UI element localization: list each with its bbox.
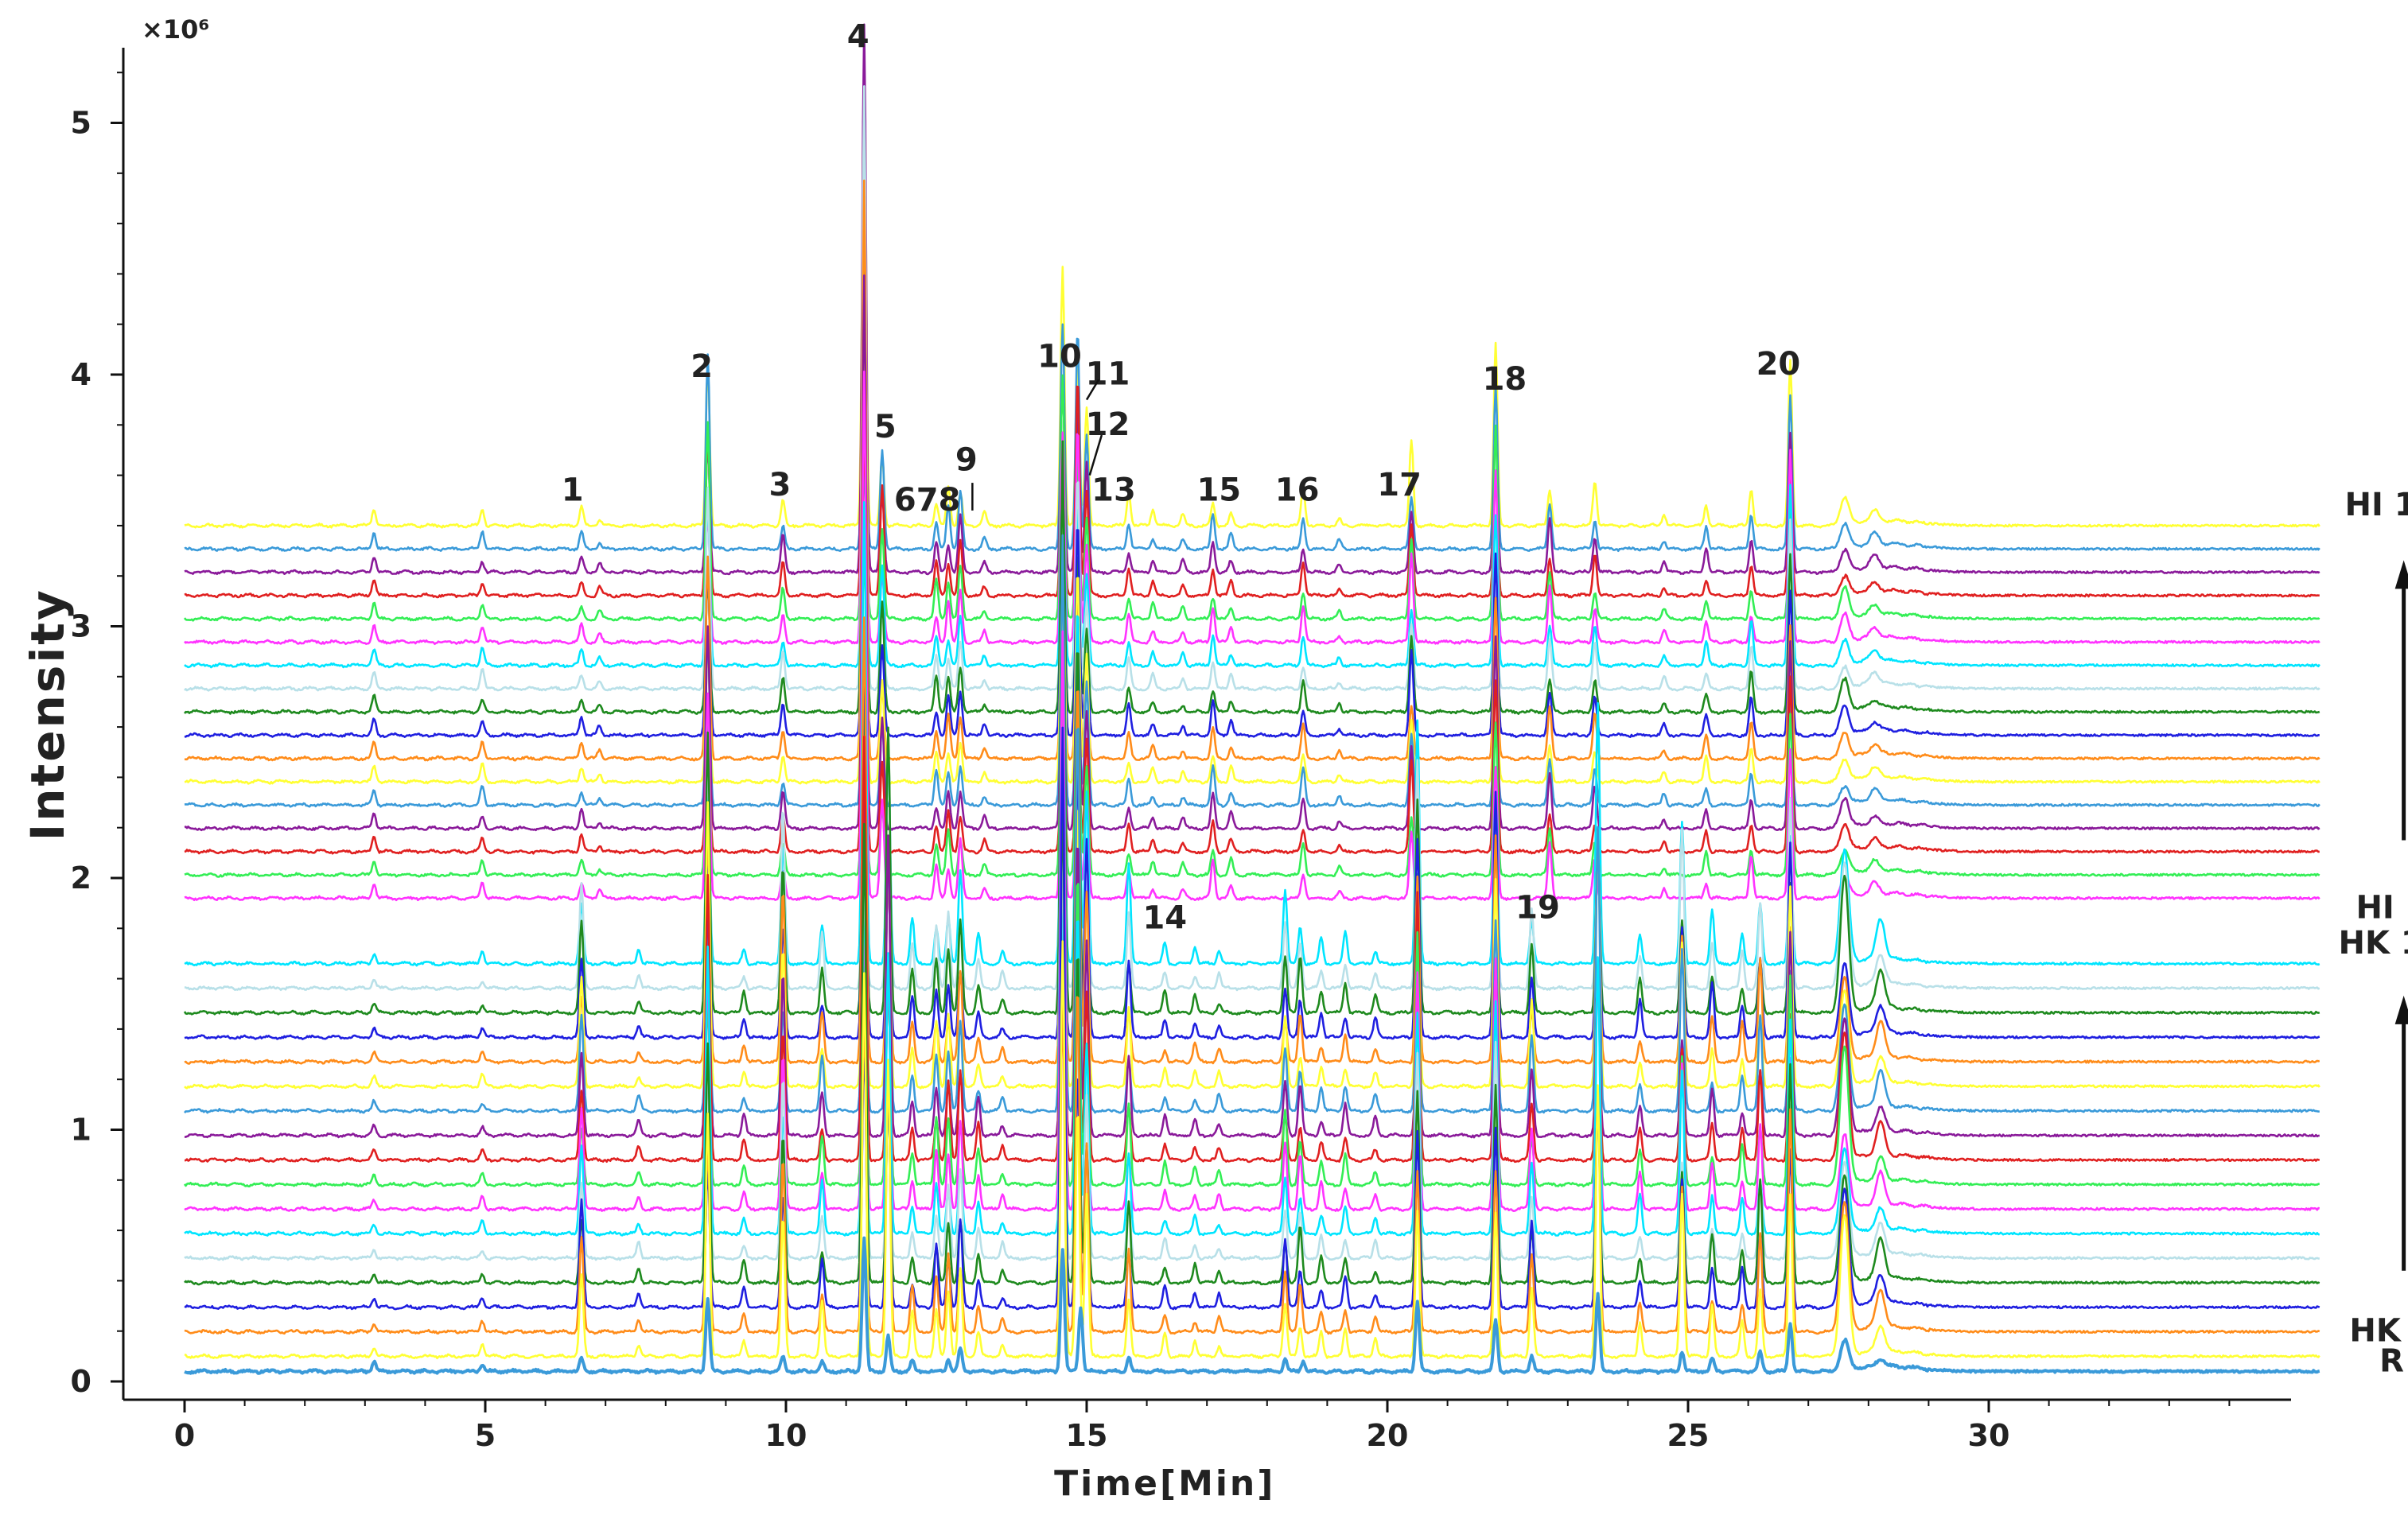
trace-HI-16: [184, 184, 2320, 552]
group-K-arrow-head: [2394, 995, 2408, 1024]
trace-HK-5: [184, 845, 2320, 1261]
peak-label-19: 19: [1515, 890, 1560, 927]
trace-HI-8: [184, 337, 2320, 739]
y-tick-label: 0: [71, 1364, 91, 1399]
trace-HK-2: [184, 996, 2320, 1335]
x-tick-label: 30: [1968, 1418, 2010, 1453]
trace-HK-12: [184, 593, 2320, 1090]
trace-HK-11: [184, 534, 2320, 1114]
peak-label-1: 1: [562, 472, 584, 508]
trace-HI-7: [184, 179, 2320, 762]
trace-HK-16: [184, 499, 2320, 992]
trace-HK-14: [184, 649, 2320, 1040]
sample-label-HI-1: HI 1: [2355, 890, 2408, 927]
sample-label-R: R: [2379, 1342, 2404, 1379]
peak-label-18: 18: [1483, 361, 1527, 398]
trace-HK-8: [183, 689, 2320, 1188]
trace-HK-17: [184, 501, 2320, 967]
x-tick-label: 25: [1667, 1418, 1710, 1453]
y-tick-label: 3: [71, 609, 91, 644]
x-tick-label: 10: [765, 1418, 807, 1453]
x-tick-label: 0: [174, 1418, 195, 1453]
group-I-arrow-head: [2394, 560, 2408, 589]
y-axis-multiplier: ×10⁶: [142, 14, 209, 45]
trace-HK-13: [184, 616, 2320, 1065]
trace-reference-R: [184, 1236, 2320, 1375]
trace-HI-13: [183, 277, 2320, 622]
trace-HI-4: [184, 274, 2320, 832]
y-tick-label: 2: [71, 861, 91, 896]
peak-label-678: 678: [894, 482, 961, 519]
x-tick-label: 20: [1367, 1418, 1409, 1453]
peak-label-12: 12: [1086, 406, 1130, 443]
peak-label-13: 13: [1091, 472, 1136, 508]
chromatogram-traces: [183, 23, 2320, 1375]
x-tick-label: 15: [1066, 1418, 1108, 1453]
trace-HI-1: [184, 370, 2320, 902]
peak-label-14: 14: [1142, 899, 1187, 936]
trace-HK-15: [183, 440, 2320, 1016]
trace-HK-1: [184, 940, 2320, 1360]
peak-label-16: 16: [1275, 472, 1320, 508]
trace-HK-4: [184, 786, 2320, 1286]
peak-leader-line: [1088, 434, 1103, 476]
y-axis-title: Intensity: [21, 588, 75, 841]
x-tick-label: 5: [475, 1418, 496, 1453]
sample-label-HI-17: HI 17: [2345, 487, 2408, 523]
trace-HK-6: [184, 886, 2320, 1237]
y-tick-label: 4: [71, 357, 91, 392]
trace-HI-5: [184, 434, 2320, 808]
peak-label-3: 3: [769, 467, 792, 503]
y-tick-label: 5: [71, 106, 91, 141]
trace-HI-12: [184, 118, 2320, 646]
peak-label-5: 5: [874, 409, 897, 445]
trace-HK-7: [184, 630, 2320, 1212]
peak-label-11: 11: [1086, 356, 1130, 393]
trace-HI-10: [184, 85, 2320, 692]
trace-HK-9: [184, 735, 2320, 1164]
trace-HI-15: [184, 23, 2320, 576]
sample-label-HK-1: HK 1: [2349, 1312, 2408, 1349]
peak-label-4: 4: [847, 19, 869, 56]
peak-label-2: 2: [691, 348, 713, 385]
sample-label-HK-17: HK 17: [2338, 925, 2408, 962]
trace-HI-6: [184, 306, 2320, 785]
trace-HI-2: [184, 529, 2320, 878]
peak-leader-line: [1085, 379, 1100, 401]
peak-label-20: 20: [1756, 346, 1801, 383]
trace-HI-9: [184, 211, 2320, 715]
trace-HI-17: [184, 56, 2320, 529]
trace-HI-11: [184, 243, 2320, 669]
peak-label-10: 10: [1037, 339, 1082, 375]
y-tick-label: 1: [71, 1113, 91, 1148]
peak-label-9: 9: [955, 441, 978, 478]
trace-HK-10: [184, 768, 2320, 1139]
trace-HI-14: [184, 151, 2320, 599]
trace-HK-3: [184, 726, 2320, 1311]
x-axis-title: Time[Min]: [1054, 1463, 1275, 1504]
trace-HI-3: [184, 402, 2320, 855]
peak-label-17: 17: [1377, 467, 1422, 503]
peak-label-15: 15: [1196, 472, 1241, 508]
